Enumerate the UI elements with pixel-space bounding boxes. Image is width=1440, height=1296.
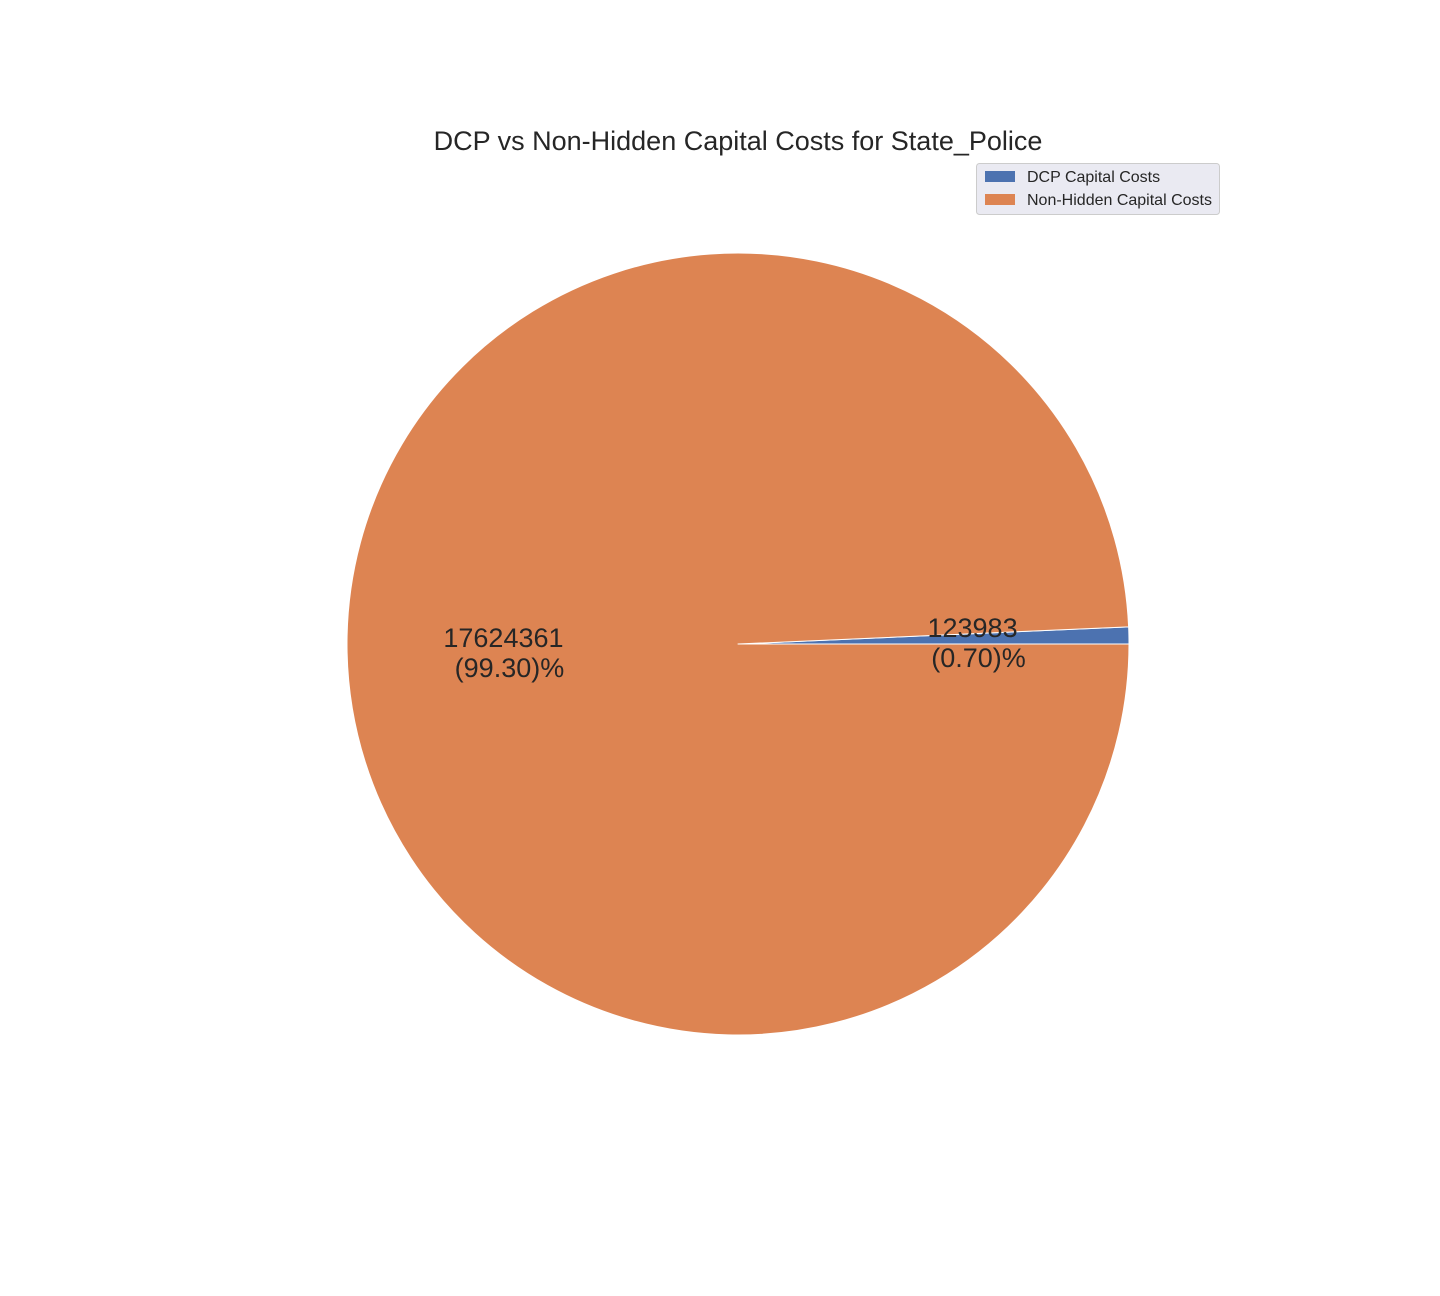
slice-percent-label: (0.70)% [931,643,1026,673]
pie-slices [346,252,1130,1036]
slice-label: 17624361 (99.30)% [443,623,564,683]
slice-value-label: 123983 [927,613,1017,643]
pie-slice-labels: 123983 (0.70)% 17624361 (99.30)% [443,613,1025,683]
legend-swatch [985,171,1015,182]
slice-percent-label: (99.30)% [455,653,565,683]
legend-label: Non-Hidden Capital Costs [1027,192,1212,209]
slice-value-label: 17624361 [443,623,563,653]
slice-label: 123983 (0.70)% [927,613,1025,673]
legend-label: DCP Capital Costs [1027,169,1160,186]
chart-title: DCP vs Non-Hidden Capital Costs for Stat… [434,126,1043,156]
legend-frame [976,163,1220,215]
legend: DCP Capital Costs Non-Hidden Capital Cos… [976,163,1220,215]
pie-slice [346,252,1130,1036]
legend-swatch [985,194,1015,205]
